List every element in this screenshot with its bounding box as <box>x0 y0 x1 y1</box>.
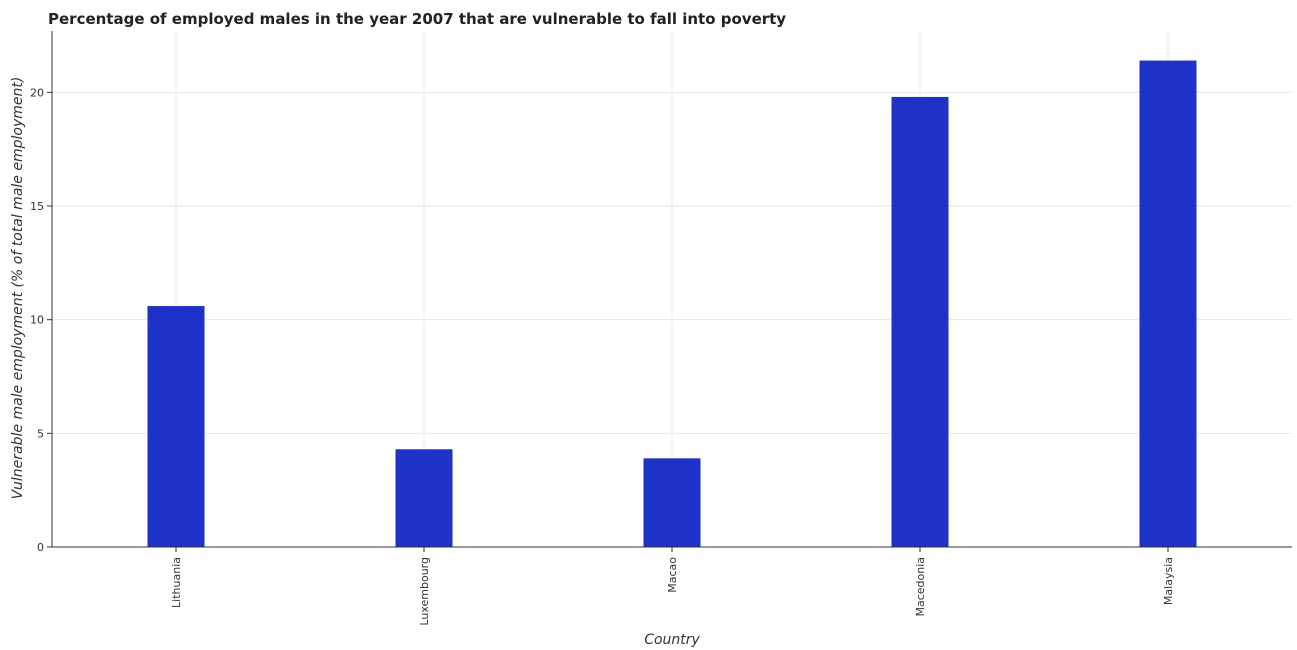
y-ticks: 0 5 10 15 20 <box>30 86 52 554</box>
y-tick-label: 5 <box>37 427 44 440</box>
x-tick-label: Malaysia <box>1162 557 1175 605</box>
bar-luxembourg <box>395 449 453 547</box>
bar-macedonia <box>891 96 949 547</box>
y-tick-label: 15 <box>30 200 44 213</box>
bars <box>147 60 1197 547</box>
x-ticks: Lithuania Luxembourg Macao Macedonia Malaysi… <box>170 547 1175 626</box>
chart-title: Percentage of employed males in the year… <box>48 10 787 28</box>
x-axis-label: Country <box>644 632 700 648</box>
y-tick-label: 20 <box>30 86 44 99</box>
y-axis-label: Vulnerable male employment (% of total m… <box>10 77 26 500</box>
bar-macao <box>643 458 701 547</box>
bar-malaysia <box>1139 60 1197 547</box>
y-tick-label: 10 <box>30 314 44 327</box>
x-tick-label: Luxembourg <box>418 557 431 626</box>
y-tick-label: 0 <box>37 541 44 554</box>
x-tick-label: Macedonia <box>914 557 927 617</box>
x-tick-label: Macao <box>666 557 679 593</box>
bar-lithuania <box>147 306 205 547</box>
x-tick-label: Lithuania <box>170 557 183 608</box>
